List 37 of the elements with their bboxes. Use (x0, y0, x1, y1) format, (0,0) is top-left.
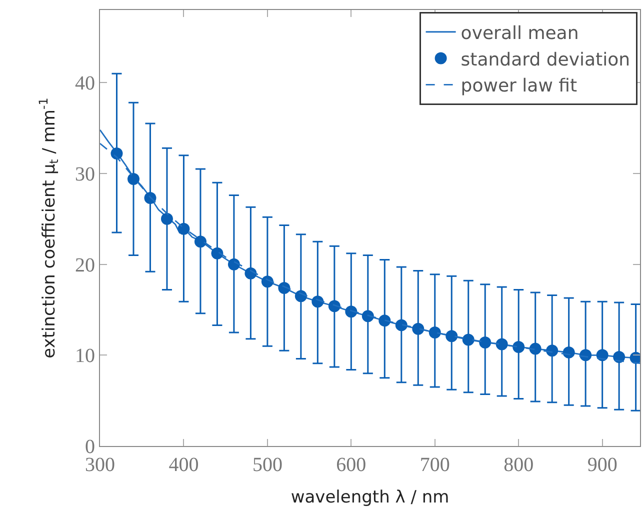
x-tick-label: 800 (504, 454, 534, 476)
point (428, 326, 441, 338)
point (378, 314, 391, 327)
x-tick-label: 600 (336, 454, 366, 476)
point (244, 267, 257, 280)
point (211, 247, 224, 260)
point (345, 306, 358, 318)
legend-label: standard deviation (460, 49, 630, 70)
point (395, 319, 408, 332)
point (512, 340, 525, 353)
point (446, 330, 458, 342)
x-tick-label: 700 (420, 454, 450, 476)
point (228, 258, 240, 270)
point (194, 236, 206, 248)
point (160, 212, 173, 225)
x-tick-label: 900 (587, 454, 618, 476)
point (462, 334, 474, 346)
point (496, 338, 508, 350)
point (178, 222, 190, 235)
point (362, 310, 374, 322)
legend-label: power law fit (460, 76, 578, 97)
point (479, 336, 492, 348)
y-tick-label: 10 (75, 345, 95, 368)
x-tick-label: 500 (252, 454, 282, 476)
point (412, 322, 424, 335)
point (127, 172, 140, 185)
point (546, 344, 558, 357)
y-tick-label: 40 (75, 72, 95, 95)
legend-label: overall mean (460, 22, 579, 44)
x-axis-title: wavelength λ / nm (290, 487, 450, 508)
x-tick-label: 400 (168, 454, 199, 476)
y-tick-label: 30 (75, 164, 95, 186)
point (562, 346, 575, 358)
y-tick-label: 20 (75, 254, 95, 276)
point (529, 342, 542, 355)
point (110, 148, 123, 160)
point (613, 350, 626, 363)
